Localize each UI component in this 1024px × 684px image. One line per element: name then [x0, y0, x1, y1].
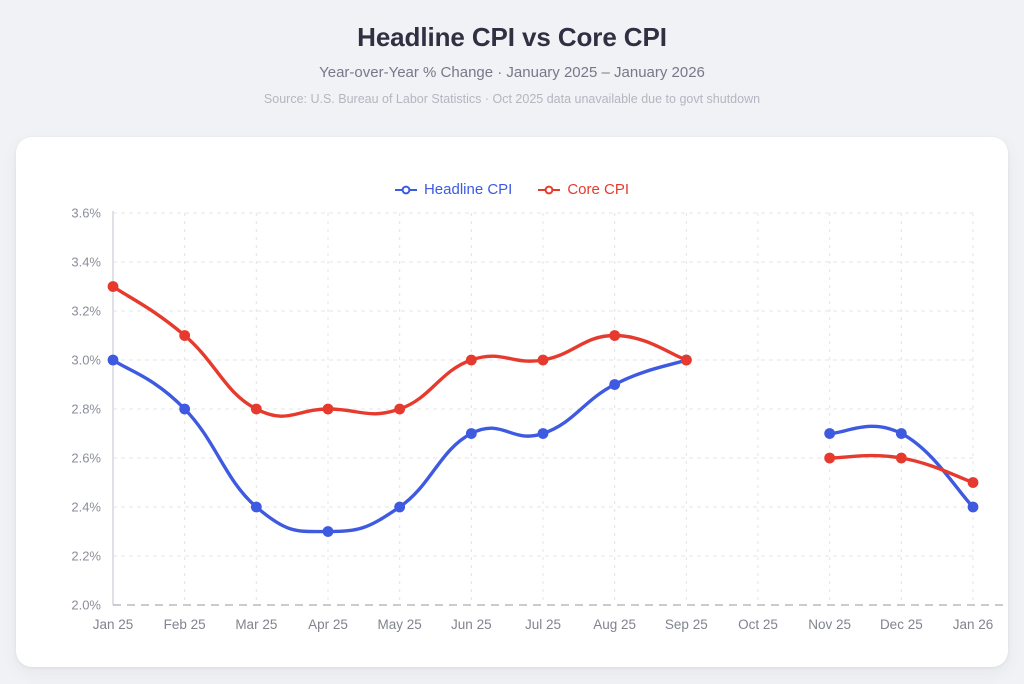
data-point-marker[interactable]: [394, 403, 406, 415]
page-title: Headline CPI vs Core CPI: [357, 22, 667, 52]
x-tick-label: Aug 25: [593, 617, 636, 632]
y-tick-label: 3.2%: [71, 304, 101, 319]
y-tick-label: 3.4%: [71, 255, 101, 270]
x-tick-label: Jun 25: [451, 617, 492, 632]
legend-item-core-cpi[interactable]: Core CPI: [538, 181, 629, 198]
data-point-marker[interactable]: [967, 477, 979, 488]
data-point-marker[interactable]: [609, 330, 621, 341]
data-point-marker[interactable]: [967, 501, 979, 513]
plot-area: 2.0% 2.2% 2.4% 2.6% 2.8% 3.0% 3.2% 3.4% 3.6% Jan…: [16, 137, 1008, 667]
data-point-marker[interactable]: [824, 428, 836, 439]
data-point-marker[interactable]: [322, 526, 334, 537]
x-tick-label: Mar 25: [235, 617, 277, 632]
x-tick-label: May 25: [378, 617, 422, 632]
y-tick-label: 2.8%: [71, 402, 101, 417]
data-point-marker[interactable]: [107, 281, 119, 292]
data-point-marker[interactable]: [465, 354, 477, 366]
legend-item-headline-cpi[interactable]: Headline CPI: [394, 181, 513, 198]
line-chart-svg: 2.0% 2.2% 2.4% 2.6% 2.8% 3.0% 3.2% 3.4% 3.6% Jan…: [71, 206, 1003, 632]
chart-subtitle: Year-over-Year % Change · January 2025 –…: [319, 64, 705, 81]
x-tick-label: Oct 25: [738, 617, 778, 632]
data-point-marker[interactable]: [537, 428, 549, 439]
data-point-marker[interactable]: [609, 379, 621, 390]
chart-legend: Headline CPI Core CPI: [16, 181, 1008, 198]
chart-card: Headline CPI Core CPI 2.0% 2.2% 2.4% 2.6% 2.…: [16, 137, 1008, 667]
x-tick-label: Feb 25: [164, 617, 206, 632]
line-circle-marker-icon: [538, 185, 561, 194]
x-tick-label: Jan 25: [93, 617, 134, 632]
y-tick-label: 2.0%: [71, 598, 101, 613]
data-point-marker[interactable]: [250, 403, 262, 415]
data-point-marker[interactable]: [322, 403, 334, 415]
data-point-marker[interactable]: [824, 452, 836, 464]
data-point-marker[interactable]: [179, 403, 191, 415]
x-tick-label: Nov 25: [808, 617, 851, 632]
grid-lines: [113, 212, 974, 605]
y-tick-labels: 2.0% 2.2% 2.4% 2.6% 2.8% 3.0% 3.2% 3.4% 3.6%: [71, 206, 101, 613]
legend-label-headline-cpi: Headline CPI: [423, 181, 513, 198]
data-point-marker[interactable]: [465, 428, 477, 439]
chart-header: Headline CPI vs Core CPI Year-over-Year …: [0, 0, 1024, 108]
y-tick-label: 3.0%: [71, 353, 101, 368]
x-tick-label: Jul 25: [525, 617, 561, 632]
x-tick-labels: Jan 25 Feb 25 Mar 25 Apr 25 May 25 Jun 25 Jul …: [93, 617, 994, 632]
y-tick-label: 2.6%: [71, 451, 101, 466]
x-tick-label: Sep 25: [665, 617, 708, 632]
data-point-marker[interactable]: [179, 330, 191, 341]
y-tick-label: 2.2%: [71, 549, 101, 564]
data-point-marker[interactable]: [895, 428, 907, 439]
y-tick-label: 3.6%: [71, 206, 101, 221]
x-tick-label: Dec 25: [880, 617, 923, 632]
series-markers: [107, 281, 979, 537]
x-tick-label: Apr 25: [308, 617, 348, 632]
x-tick-label: Jan 26: [953, 617, 994, 632]
data-point-marker[interactable]: [394, 501, 406, 513]
data-point-marker[interactable]: [250, 501, 262, 513]
data-point-marker[interactable]: [895, 452, 907, 464]
line-circle-marker-icon: [394, 185, 417, 194]
data-point-marker[interactable]: [107, 354, 119, 366]
y-tick-label: 2.4%: [71, 500, 101, 515]
legend-label-core-cpi: Core CPI: [567, 181, 630, 198]
chart-source-note: Source: U.S. Bureau of Labor Statistics …: [263, 92, 761, 106]
data-point-marker[interactable]: [680, 354, 692, 366]
data-point-marker[interactable]: [537, 354, 549, 366]
